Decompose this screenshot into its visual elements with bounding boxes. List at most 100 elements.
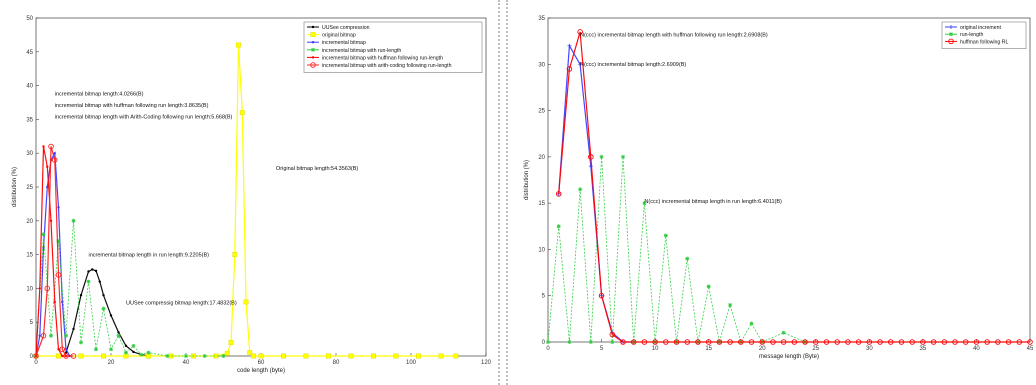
data-point: [40, 332, 47, 339]
y-tick-label: 0: [542, 340, 546, 346]
data-point: [705, 339, 712, 345]
annotation: incremental bitmap with huffman followin…: [55, 103, 209, 109]
y-tick-label: 50: [26, 16, 33, 22]
x-tick-label: 15: [705, 346, 712, 352]
legend-entry: run-length: [960, 32, 983, 38]
y-tick-label: 15: [538, 201, 545, 207]
data-point: [124, 350, 128, 355]
data-point: [393, 353, 399, 359]
x-tick-label: 5: [600, 346, 604, 352]
annotation: N(ccc) incremental bitmap length:2.6909(…: [580, 62, 686, 68]
series-3: [34, 218, 226, 358]
data-point: [98, 280, 101, 283]
series-4: [34, 145, 68, 358]
annotation: N(ccc) incremental bitmap length with hu…: [580, 33, 768, 39]
data-point: [781, 330, 786, 335]
data-point: [109, 347, 113, 352]
data-point: [46, 185, 49, 189]
y-tick-label: 35: [26, 117, 33, 123]
data-point: [251, 353, 256, 359]
data-point: [630, 339, 637, 345]
data-point: [224, 350, 230, 356]
annotation: incremental bitmap length:4.0266(B): [55, 92, 144, 98]
legend-marker: [949, 25, 953, 29]
data-point: [38, 287, 41, 290]
data-point: [228, 340, 234, 345]
data-point: [239, 110, 245, 116]
data-point: [546, 340, 550, 344]
right-chart-panel: 0 5 10 15 20 25 30 35 40 45 0 5 10 15 20 25 30 35 message …: [506, 0, 1036, 385]
x-tick-label: 10: [652, 346, 659, 352]
data-point: [184, 354, 188, 358]
y-tick-label: 0: [30, 354, 34, 360]
left-chart-svg: 0 20 40 60 80 100 120 0 5 10 15 20 25 30 35 40 45 50 code …: [12, 16, 492, 374]
data-point: [728, 302, 733, 307]
data-point: [866, 339, 873, 345]
data-point: [685, 256, 690, 261]
data-point: [598, 292, 605, 299]
data-point: [41, 232, 46, 237]
y-tick-label: 30: [26, 151, 33, 157]
y-tick-label: 5: [30, 320, 34, 326]
data-point: [132, 350, 135, 354]
data-point: [1016, 339, 1023, 345]
data-point: [109, 314, 113, 317]
y-tick-label: 35: [538, 16, 545, 22]
data-point: [577, 29, 583, 35]
legend-entry: UUSee compression: [322, 25, 370, 31]
data-point: [962, 339, 969, 345]
y-tick-label: 10: [538, 247, 545, 253]
legend-marker: [948, 38, 954, 45]
data-point: [663, 339, 669, 345]
data-point: [94, 269, 98, 273]
data-point: [33, 353, 39, 359]
series-2: [555, 29, 1033, 345]
data-point: [780, 339, 787, 345]
data-point: [64, 351, 68, 354]
data-point: [610, 340, 615, 344]
data-point: [71, 218, 76, 223]
data-point: [78, 353, 84, 359]
data-point: [48, 143, 54, 150]
data-point: [221, 354, 226, 358]
data-point: [49, 219, 53, 222]
data-point: [995, 339, 1001, 345]
x-tick-label: 60: [258, 360, 265, 366]
data-point: [243, 299, 249, 305]
data-point: [770, 339, 776, 345]
data-point: [749, 321, 754, 326]
data-point: [53, 152, 56, 155]
legend-marker: [311, 47, 315, 52]
data-point: [877, 339, 883, 345]
data-point: [63, 353, 69, 359]
series-line: [65, 268, 149, 357]
data-point: [663, 233, 668, 238]
data-point: [920, 339, 926, 345]
data-point: [247, 350, 253, 356]
data-point: [38, 334, 41, 337]
data-point: [834, 339, 840, 345]
data-point: [599, 154, 604, 159]
data-point: [101, 353, 106, 359]
annotation: incremental bitmap length in run length:…: [89, 253, 210, 259]
data-point: [673, 339, 680, 345]
y-tick-label: 15: [26, 253, 33, 259]
series-line: [35, 151, 71, 357]
x-tick-label: 100: [406, 360, 417, 366]
data-point: [139, 352, 143, 357]
series-1: [33, 42, 459, 359]
plot-area: [547, 17, 1031, 343]
data-point: [706, 284, 711, 289]
data-point: [416, 353, 421, 359]
data-point: [567, 340, 572, 344]
legend-entry: original increment: [960, 25, 1002, 31]
data-point: [55, 272, 62, 278]
data-point: [802, 339, 808, 345]
data-point: [53, 300, 56, 304]
series-line: [547, 156, 806, 344]
data-point: [952, 339, 958, 345]
data-point: [348, 353, 354, 359]
data-point: [46, 165, 49, 168]
data-point: [973, 339, 980, 345]
legend-marker: [311, 56, 315, 59]
